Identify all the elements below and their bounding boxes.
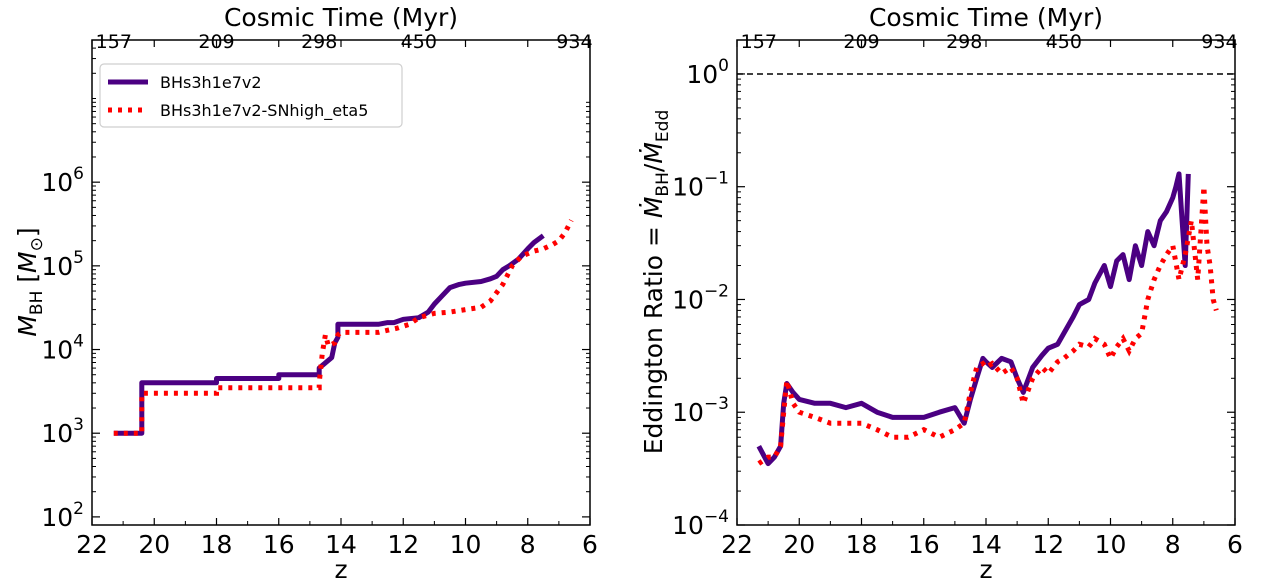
x-tick-label: 16 xyxy=(908,530,940,559)
x-tick-label: 6 xyxy=(582,530,598,559)
left-panel-bh-mass: Cosmic Time (Myr) 157 209 298 450 934 102103… xyxy=(13,3,598,581)
series-line-bhs3h1e7v2-snhigh-eta5 xyxy=(113,219,574,436)
y-tick-label: 106 xyxy=(41,164,84,197)
x-tick-label: 18 xyxy=(846,530,878,559)
y-axis-ticks: 10−4 10−3 10−2 10−1 100 xyxy=(672,39,1235,540)
right-panel-eddington-ratio: Cosmic Time (Myr) 157 209 298 450 934 10−410… xyxy=(639,3,1243,581)
x-axis-ticks: 22 20 18 16 14 12 10 8 6 xyxy=(76,40,598,559)
legend-label: BHs3h1e7v2 xyxy=(160,73,262,92)
svg-text:MBH [M⊙]: MBH [M⊙] xyxy=(13,227,47,336)
y-tick-label: 103 xyxy=(41,415,84,448)
x-tick-label: 8 xyxy=(520,530,536,559)
x-tick-label: 20 xyxy=(138,530,170,559)
top-tick-label: 298 xyxy=(946,31,982,53)
legend: BHs3h1e7v2 BHs3h1e7v2-SNhigh_eta5 xyxy=(99,63,403,128)
x-tick-label: 16 xyxy=(263,530,295,559)
y-tick-label: 10−4 xyxy=(672,507,729,540)
x-tick-label: 10 xyxy=(450,530,482,559)
x-tick-label: 22 xyxy=(721,530,753,559)
x-tick-label: 14 xyxy=(325,530,357,559)
x-axis-ticks: 22 20 18 16 14 12 10 8 6 xyxy=(721,40,1243,559)
top-tick-label: 450 xyxy=(401,31,437,53)
legend-label: BHs3h1e7v2-SNhigh_eta5 xyxy=(160,101,368,121)
x-tick-label: 12 xyxy=(387,530,419,559)
series-line-bhs3h1e7v2 xyxy=(756,171,1191,467)
top-tick-label: 157 xyxy=(741,31,777,53)
y-tick-label: 10−3 xyxy=(672,394,729,427)
top-tick-label: 157 xyxy=(96,31,132,53)
y-tick-label: 102 xyxy=(41,499,84,532)
top-axis-ticks: 157 209 298 450 934 xyxy=(741,31,1238,53)
plot-frame xyxy=(736,39,1236,526)
top-tick-label: 450 xyxy=(1046,31,1082,53)
series-line-bhs3h1e7v2-snhigh-eta5 xyxy=(757,186,1219,466)
y-axis-label: MBH [M⊙] xyxy=(13,227,47,336)
legend-box xyxy=(99,63,403,128)
x-axis-label: z xyxy=(334,555,347,581)
y-axis-ticks: 102 103 104 105 106 xyxy=(41,39,590,532)
x-tick-label: 8 xyxy=(1165,530,1181,559)
series-line-bhs3h1e7v2 xyxy=(113,233,545,436)
y-tick-label: 105 xyxy=(41,248,84,281)
top-tick-label: 934 xyxy=(556,31,592,53)
top-axis-title: Cosmic Time (Myr) xyxy=(224,3,458,32)
x-tick-label: 22 xyxy=(76,530,108,559)
x-axis-label: z xyxy=(979,555,992,581)
y-tick-label: 10−2 xyxy=(672,281,729,314)
plot-frame xyxy=(91,39,591,526)
y-tick-label: 100 xyxy=(686,56,729,89)
x-tick-label: 10 xyxy=(1095,530,1127,559)
x-tick-label: 12 xyxy=(1032,530,1064,559)
x-tick-label: 14 xyxy=(970,530,1002,559)
x-tick-label: 18 xyxy=(201,530,233,559)
svg-text:Eddington Ratio = ṀBH/ṀEdd: Eddington Ratio = ṀBH/ṀEdd xyxy=(639,110,673,454)
top-axis-title: Cosmic Time (Myr) xyxy=(869,3,1103,32)
x-tick-label: 6 xyxy=(1227,530,1243,559)
top-tick-label: 298 xyxy=(301,31,337,53)
y-tick-label: 10−1 xyxy=(672,169,729,202)
y-tick-label: 104 xyxy=(41,332,84,365)
top-axis-ticks: 157 209 298 450 934 xyxy=(96,31,593,53)
x-tick-label: 20 xyxy=(783,530,815,559)
y-axis-label: Eddington Ratio = ṀBH/ṀEdd xyxy=(639,110,673,454)
top-tick-label: 934 xyxy=(1201,31,1237,53)
